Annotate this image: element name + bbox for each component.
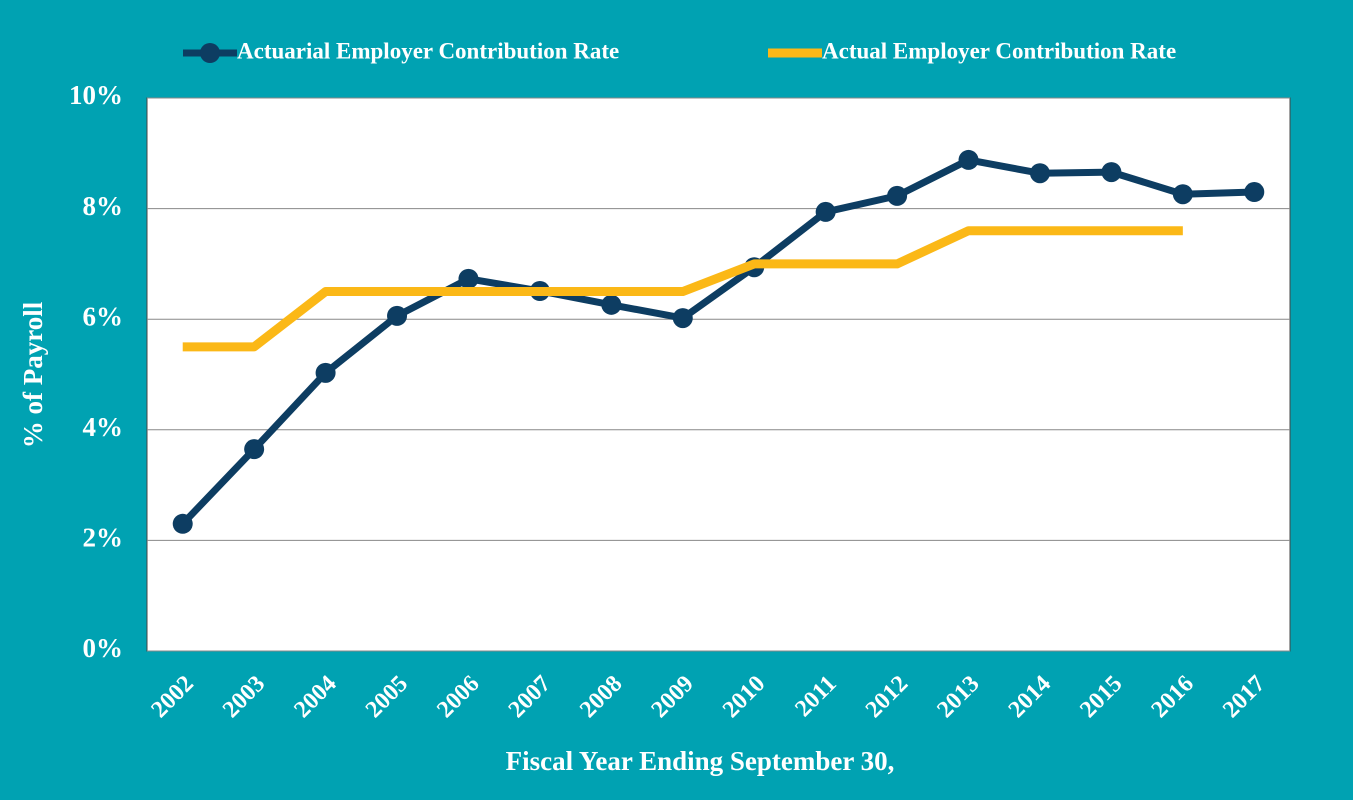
series-line bbox=[180, 156, 1255, 527]
marker bbox=[1029, 163, 1050, 184]
marker bbox=[601, 294, 622, 315]
y-tick-label: 6% bbox=[83, 301, 124, 331]
y-axis-title: % of Payroll bbox=[18, 301, 48, 448]
marker bbox=[315, 362, 336, 383]
y-tick-label: 0% bbox=[83, 633, 124, 663]
marker bbox=[1172, 184, 1193, 205]
marker bbox=[887, 185, 908, 206]
marker bbox=[815, 201, 836, 222]
x-axis-title: Fiscal Year Ending September 30, bbox=[506, 746, 895, 776]
marker bbox=[458, 268, 479, 289]
y-tick-label: 10% bbox=[69, 80, 123, 110]
marker bbox=[172, 513, 193, 534]
y-tick-label: 2% bbox=[83, 523, 124, 553]
marker bbox=[958, 149, 979, 170]
marker bbox=[672, 308, 693, 329]
plot-area bbox=[146, 97, 1291, 652]
marker bbox=[244, 439, 265, 460]
legend-marker bbox=[200, 43, 220, 63]
series-line bbox=[182, 226, 1183, 352]
marker bbox=[387, 305, 408, 326]
marker bbox=[1101, 162, 1122, 183]
legend-label: Actuarial Employer Contribution Rate bbox=[237, 38, 619, 63]
y-tick-label: 4% bbox=[83, 412, 124, 442]
y-tick-label: 8% bbox=[83, 191, 124, 221]
legend-label: Actual Employer Contribution Rate bbox=[822, 38, 1176, 63]
marker bbox=[1244, 182, 1265, 203]
